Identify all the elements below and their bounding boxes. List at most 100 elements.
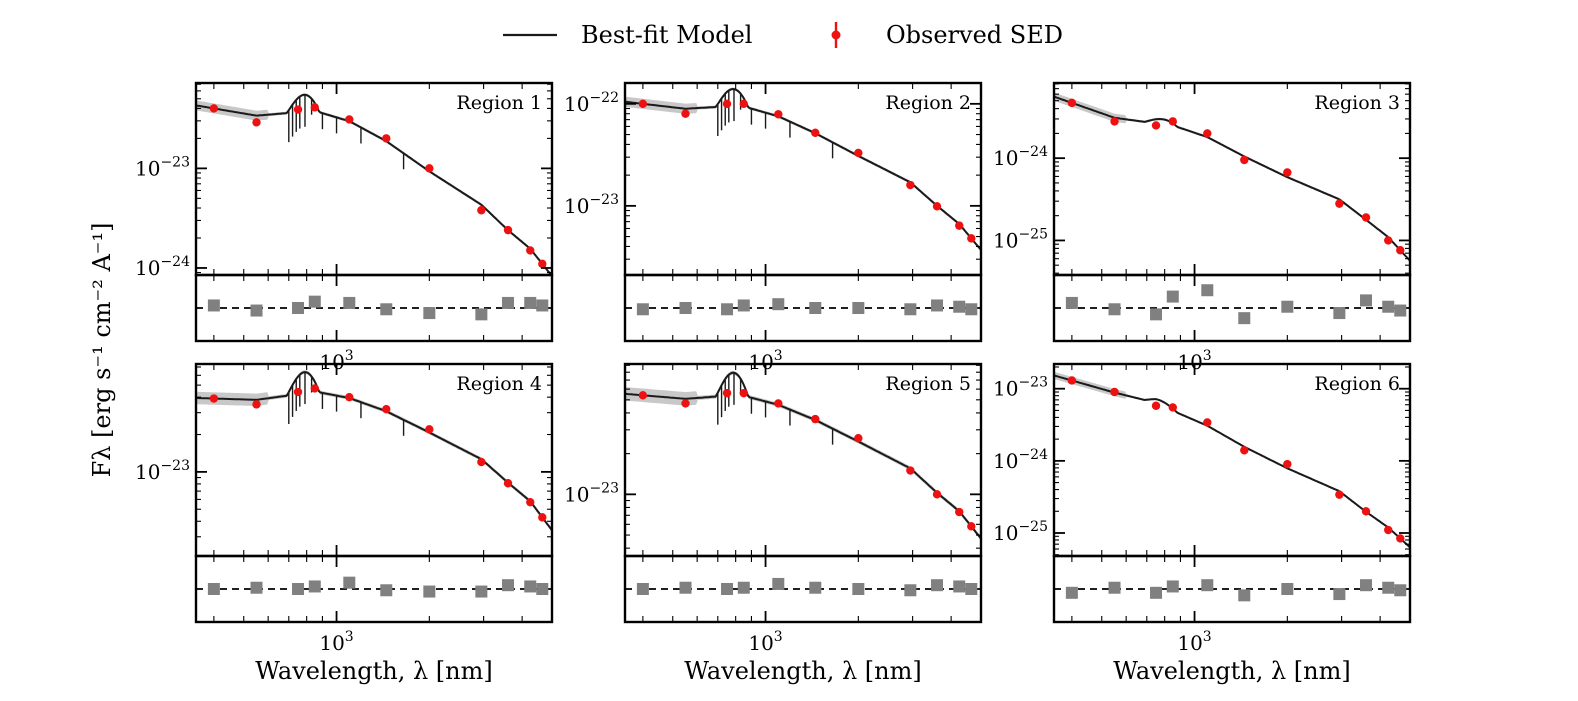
- residual-marker: [679, 302, 692, 314]
- residual-marker: [1166, 580, 1179, 593]
- observed-point: [1283, 168, 1292, 177]
- x-tick-label: 103: [1177, 629, 1211, 655]
- residual-marker: [423, 585, 436, 598]
- residual-marker: [308, 580, 321, 593]
- y-tick-label: 10−23: [135, 458, 190, 484]
- legend-model-label: Best-fit Model: [581, 21, 752, 49]
- residual-marker: [1382, 300, 1395, 313]
- observed-point: [477, 206, 486, 215]
- x-axis-label-1: Wavelength, λ [nm]: [255, 657, 493, 685]
- observed-point: [932, 202, 942, 211]
- sed-panel-6: 10−23 10−24 10−25 Region 6 103: [993, 362, 1412, 655]
- observed-point: [293, 105, 303, 114]
- model-uncertainty-band: [1054, 371, 1410, 549]
- region-label: Region 6: [1314, 373, 1400, 395]
- observed-point: [1203, 418, 1212, 427]
- observed-point: [906, 180, 915, 190]
- observed-point: [503, 479, 513, 488]
- x-tick-label: 103: [748, 348, 782, 374]
- x-tick-label: 103: [1177, 348, 1211, 374]
- legend-observed-label: Observed SED: [886, 21, 1063, 49]
- observed-point: [1240, 155, 1249, 165]
- best-fit-model-line: [1054, 95, 1410, 262]
- residual-marker: [1238, 589, 1251, 602]
- residual-marker: [502, 579, 515, 592]
- model-uncertainty-band: [625, 370, 981, 541]
- observed-point: [293, 387, 303, 397]
- residual-marker: [772, 298, 785, 311]
- observed-point: [1151, 401, 1161, 410]
- residual-marker: [809, 302, 822, 314]
- observed-point: [1168, 117, 1177, 126]
- observed-point: [1203, 129, 1212, 138]
- observed-point: [1151, 121, 1161, 130]
- residual-marker: [1281, 583, 1294, 595]
- residual-marker: [852, 302, 865, 314]
- observed-point: [526, 497, 535, 507]
- residual-marker: [636, 303, 649, 316]
- y-tick-label: 10−23: [564, 192, 619, 218]
- observed-point: [252, 118, 261, 127]
- observed-point: [345, 392, 354, 402]
- observed-point: [310, 103, 319, 112]
- residual-marker: [502, 296, 515, 309]
- observed-point: [932, 490, 942, 499]
- observed-point: [1240, 446, 1249, 455]
- observed-point: [425, 425, 434, 434]
- region-label: Region 5: [885, 373, 971, 395]
- residual-marker: [207, 299, 220, 312]
- observed-point: [1396, 534, 1405, 543]
- observed-point: [774, 110, 783, 119]
- residual-marker: [953, 300, 966, 313]
- residual-marker: [1238, 312, 1251, 325]
- sed-panel-4: 10−23 Region 4 103: [135, 362, 554, 655]
- x-tick-label: 103: [319, 629, 353, 655]
- observed-point: [209, 394, 219, 403]
- residual-marker: [931, 299, 944, 312]
- observed-point: [638, 391, 648, 400]
- best-fit-model-line: [1054, 374, 1410, 549]
- observed-point: [1335, 490, 1344, 499]
- residual-marker: [1201, 284, 1214, 297]
- observed-point: [425, 164, 434, 173]
- observed-point: [526, 246, 535, 255]
- observed-point: [209, 104, 219, 113]
- observed-point: [1384, 236, 1393, 245]
- x-tick-label: 103: [319, 348, 353, 374]
- observed-point: [811, 128, 820, 137]
- residual-marker: [475, 308, 488, 321]
- observed-point: [955, 221, 964, 230]
- region-label: Region 2: [885, 92, 971, 114]
- plot-area: [1054, 371, 1410, 549]
- x-tick-label: 103: [748, 629, 782, 655]
- residual-marker: [1150, 586, 1163, 599]
- observed-point: [854, 148, 863, 158]
- residual-marker: [953, 580, 966, 593]
- residual-marker: [1382, 581, 1395, 594]
- observed-point: [681, 399, 690, 408]
- residual-marker: [343, 576, 356, 589]
- sed-panel-2: 10−22 10−23 Region 2 103: [564, 81, 983, 374]
- y-tick-label: 10−24: [135, 254, 190, 280]
- observed-point: [722, 388, 732, 398]
- residual-marker: [1360, 294, 1373, 307]
- observed-point: [538, 259, 547, 269]
- observed-point: [1067, 98, 1077, 108]
- observed-point: [345, 115, 354, 124]
- residual-marker: [1201, 579, 1214, 592]
- residual-marker: [852, 583, 865, 595]
- residual-marker: [965, 303, 978, 316]
- observed-point: [1335, 199, 1344, 208]
- residual-marker: [737, 299, 750, 312]
- plot-area: [196, 93, 552, 275]
- sed-panel-3: 10−24 10−25 Region 3 103: [993, 81, 1412, 374]
- observed-point: [854, 434, 863, 443]
- residual-marker: [1394, 584, 1407, 597]
- residual-marker: [1065, 586, 1078, 599]
- observed-point: [722, 99, 732, 109]
- region-label: Region 3: [1314, 92, 1400, 114]
- residual-marker: [1166, 290, 1179, 303]
- residual-marker: [931, 579, 944, 592]
